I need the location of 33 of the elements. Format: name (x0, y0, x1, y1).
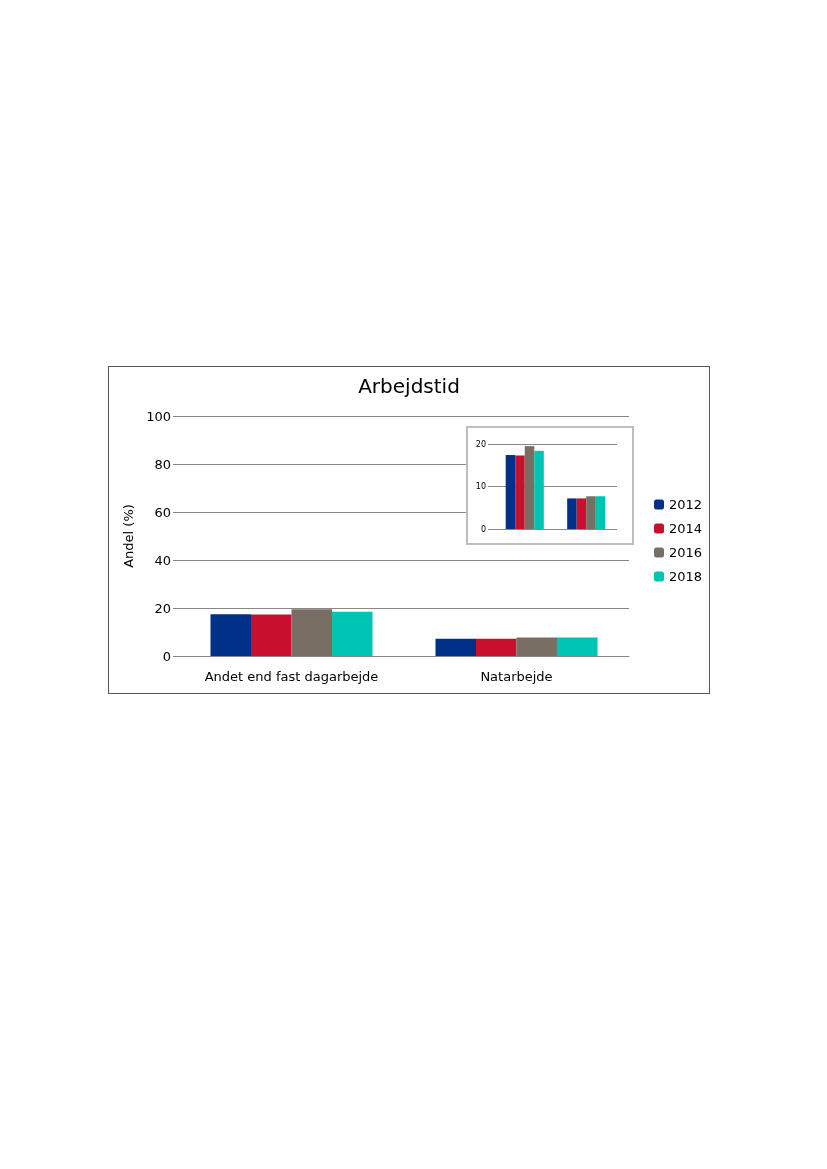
bar (557, 637, 598, 656)
legend-label: 2018 (669, 569, 703, 584)
bar (595, 496, 606, 529)
bar (567, 498, 577, 529)
y-axis-title: Andel (%) (121, 504, 137, 568)
y-tick-label: 10 (475, 482, 486, 491)
y-tick-label: 20 (475, 439, 486, 449)
y-tick-label: 100 (146, 408, 171, 424)
y-tick-label: 0 (162, 648, 171, 664)
bar (524, 446, 535, 529)
bar (332, 611, 373, 656)
x-tick-label: Natarbejde (480, 669, 553, 684)
bar (586, 496, 596, 529)
bar (251, 614, 292, 656)
y-tick-label: 20 (154, 600, 171, 616)
y-tick-label: 60 (154, 504, 171, 520)
y-tick-label: 0 (480, 524, 486, 534)
legend-label: 2016 (669, 545, 703, 560)
x-tick-label: Andet end fast dagarbejde (204, 669, 379, 684)
bar (576, 498, 587, 529)
y-tick-label: 80 (154, 456, 171, 472)
bar (515, 455, 525, 529)
legend-label: 2012 (669, 497, 703, 512)
legend-label: 2014 (669, 521, 703, 536)
chart-title: Arbejdstid (358, 374, 460, 398)
bar (516, 637, 557, 656)
bar (210, 614, 251, 656)
bar (435, 638, 476, 656)
bar (534, 450, 544, 529)
bar (291, 609, 332, 656)
bar (476, 638, 517, 656)
bar (505, 455, 516, 529)
y-tick-label: 40 (154, 552, 171, 568)
